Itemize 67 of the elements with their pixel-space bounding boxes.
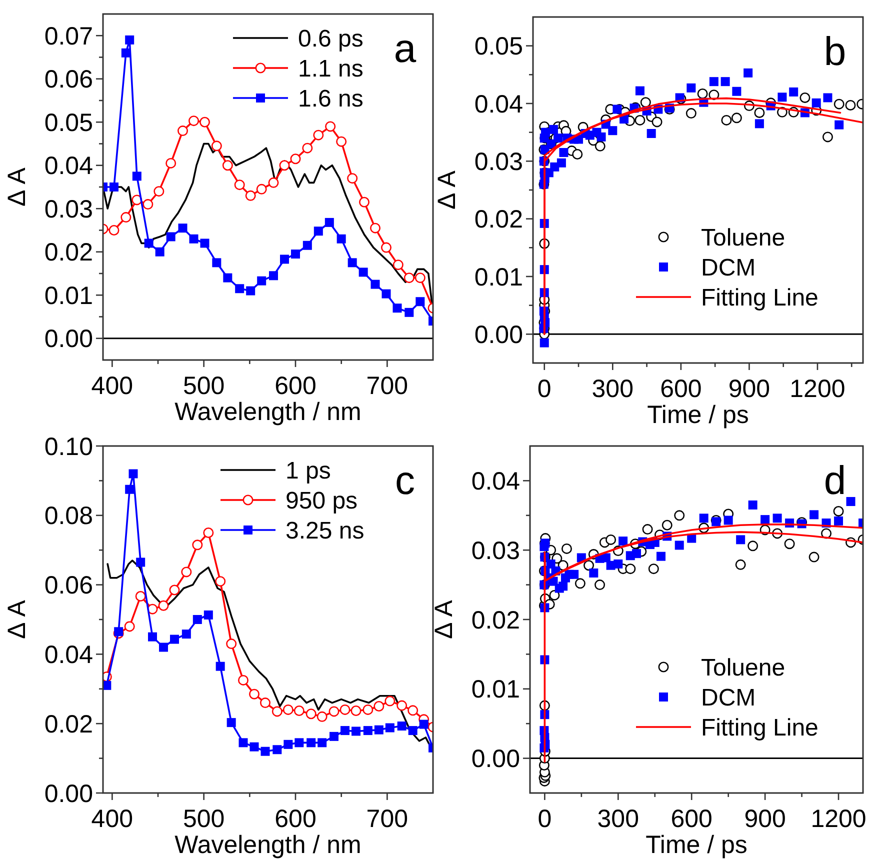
legend-label: Fitting Line [701,714,818,742]
x-tick-label: 700 [366,805,408,833]
y-axis-title: Δ A [3,167,31,206]
legend-label: 3.25 ns [286,517,364,544]
x-tick-label: 1200 [810,805,866,833]
legend-label: 1.6 ns [298,85,364,112]
y-tick-label: 0.05 [474,32,523,61]
x-tick-label: 0 [537,375,552,403]
y-axis-title: Δ A [430,600,458,639]
y-tick-label: 0.05 [44,108,93,137]
x-tick-label: 600 [660,375,702,403]
annotation: b [824,30,846,74]
y-axis-title: Δ A [3,600,31,639]
annotation: a [394,27,417,71]
legend-label: 1.1 ns [298,55,364,82]
legend-label: Toluene [701,224,786,252]
y-tick-label: 0.08 [44,502,93,530]
y-axis-title: Δ A [433,170,461,210]
y-tick-label: 0.02 [474,206,523,234]
legend-label: Fitting Line [701,284,818,312]
y-tick-label: 0.04 [44,152,94,180]
y-tick-label: 0.06 [44,66,93,94]
legend-label: 1 ps [286,457,331,484]
x-tick-label: 700 [366,372,408,400]
y-tick-label: 0.06 [44,572,93,600]
legend-label: Toluene [701,654,786,682]
y-tick-label: 0.01 [44,282,93,310]
y-tick-label: 0.00 [474,320,523,349]
x-tick-label: 0 [538,805,552,833]
x-tick-label: 300 [592,375,634,403]
annotation: d [824,459,846,503]
y-tick-label: 0.10 [44,432,93,461]
y-tick-label: 0.00 [471,745,520,774]
x-tick-label: 400 [91,372,134,400]
x-axis-title: Wavelength / nm [174,831,362,859]
y-tick-label: 0.02 [471,606,520,634]
x-axis-title: Wavelength / nm [174,398,362,426]
x-tick-label: 1200 [790,375,846,403]
y-tick-label: 0.01 [471,676,520,704]
x-tick-label: 600 [670,805,712,833]
x-tick-label: 600 [274,805,316,833]
x-tick-label: 600 [274,372,316,400]
y-tick-label: 0.00 [44,780,93,808]
legend-label: 950 ps [286,487,358,514]
y-tick-label: 0.04 [474,90,524,118]
x-tick-label: 400 [91,805,134,833]
x-tick-label: 900 [728,375,770,403]
x-tick-label: 500 [182,805,225,833]
x-tick-label: 500 [182,372,225,400]
y-tick-label: 0.02 [44,238,93,267]
y-tick-label: 0.03 [471,536,520,565]
y-tick-label: 0.03 [44,195,93,224]
x-axis-title: Time / ps [646,831,748,859]
legend-label: DCM [701,684,756,712]
y-tick-label: 0.03 [474,148,523,176]
y-tick-label: 0.04 [44,640,94,669]
x-tick-label: 300 [597,805,640,833]
x-tick-label: 900 [744,805,786,833]
x-axis-title: Time / ps [647,401,749,429]
y-tick-label: 0.04 [471,467,520,496]
y-tick-label: 0.01 [474,263,523,292]
y-tick-label: 0.07 [44,22,93,50]
legend-label: DCM [701,254,756,282]
y-tick-label: 0.00 [44,325,93,354]
annotation: c [395,459,415,503]
legend-label: 0.6 ps [298,25,364,52]
y-tick-label: 0.02 [44,710,93,738]
